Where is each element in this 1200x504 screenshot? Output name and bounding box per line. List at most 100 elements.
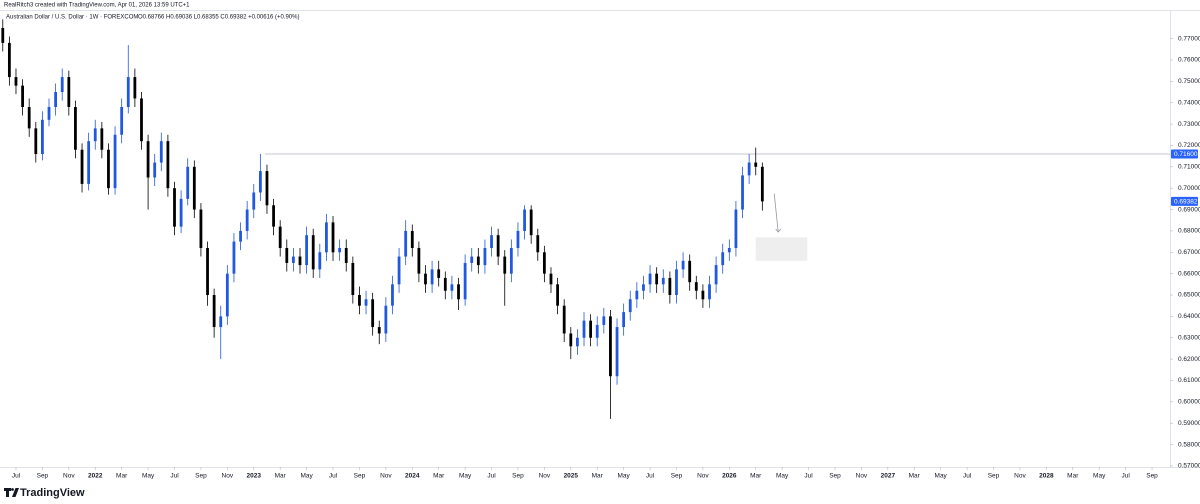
candle-body xyxy=(615,327,619,377)
brand: TradingView xyxy=(20,487,85,499)
candle-body xyxy=(463,262,467,300)
candle-body xyxy=(278,226,282,249)
candle-body xyxy=(609,316,612,377)
candle-body xyxy=(694,282,698,291)
candle-body xyxy=(186,166,190,199)
candle-body xyxy=(232,241,236,274)
candle-body xyxy=(27,106,31,129)
candle-body xyxy=(159,141,163,163)
y-tick-label: 0.60000 xyxy=(1178,399,1200,406)
y-tick-label: 0.66000 xyxy=(1178,270,1200,277)
x-tick-label: Nov xyxy=(539,473,551,480)
candle-body xyxy=(483,248,487,266)
candle-body xyxy=(120,106,124,135)
candle-body xyxy=(576,337,579,347)
y-tick-label: 0.73000 xyxy=(1178,121,1200,128)
candle-body xyxy=(727,248,731,253)
x-tick-label: 2024 xyxy=(405,473,420,480)
x-tick-label: Mar xyxy=(1067,473,1079,480)
candle-body xyxy=(126,77,130,107)
candle-body xyxy=(225,273,229,317)
x-tick-label: Mar xyxy=(116,473,128,480)
x-tick-label: May xyxy=(300,473,313,480)
candle-body xyxy=(93,128,97,142)
candle-body xyxy=(523,209,526,231)
y-tick-label: 0.77000 xyxy=(1178,35,1200,42)
x-tick-label: 2028 xyxy=(1039,473,1054,480)
candle-body xyxy=(331,222,335,253)
price-tag-box xyxy=(1171,196,1198,206)
x-tick-label: Sep xyxy=(195,473,207,480)
x-tick-label: May xyxy=(617,473,630,480)
candle-body xyxy=(424,273,427,285)
candle-body xyxy=(192,166,196,210)
x-tick-label: Sep xyxy=(988,473,1000,480)
x-tick-label: Jul xyxy=(12,473,21,480)
candle-body xyxy=(457,284,460,300)
candle-body xyxy=(529,209,533,236)
candle-body xyxy=(305,235,309,266)
candle-body xyxy=(741,175,744,210)
candle-body xyxy=(252,192,256,210)
y-tick-label: 0.75000 xyxy=(1178,78,1200,85)
candle-body xyxy=(107,149,110,189)
y-tick-label: 0.68000 xyxy=(1178,228,1200,235)
x-tick-label: Sep xyxy=(1146,473,1158,480)
candle-body xyxy=(239,230,242,242)
candle-body xyxy=(417,248,421,274)
candle-body xyxy=(470,256,474,263)
candle-body xyxy=(496,235,500,257)
candle-body xyxy=(74,106,77,150)
y-tick-label: 0.61000 xyxy=(1178,377,1200,384)
candle-body xyxy=(721,252,725,266)
candle-body xyxy=(14,77,18,86)
x-tick-label: May xyxy=(935,473,948,480)
candle-body xyxy=(708,284,711,300)
arrow-shaft xyxy=(773,193,779,233)
candle-body xyxy=(173,188,176,227)
x-tick-label: Mar xyxy=(750,473,762,480)
candle-body xyxy=(443,277,447,291)
x-tick-label: Nov xyxy=(63,473,75,480)
candle-body xyxy=(364,299,368,306)
candle-body xyxy=(344,248,348,263)
candle-body xyxy=(67,77,71,107)
x-tick-label: Nov xyxy=(697,473,709,480)
y-tick-label: 0.59000 xyxy=(1178,420,1200,427)
candle-body xyxy=(318,252,322,270)
x-tick-label: Mar xyxy=(592,473,604,480)
candle-body xyxy=(291,256,295,263)
candle-body xyxy=(536,235,540,253)
candle-body xyxy=(622,312,626,328)
candle-body xyxy=(410,230,414,249)
x-tick-label: Jul xyxy=(804,473,813,480)
x-tick-label: Nov xyxy=(380,473,392,480)
candle-body xyxy=(701,290,705,300)
candle-body xyxy=(166,141,170,189)
candle-body xyxy=(542,252,546,274)
candle-body xyxy=(140,98,143,142)
candle-body xyxy=(503,256,507,274)
candle-body xyxy=(516,230,520,249)
y-tick-label: 0.69000 xyxy=(1178,206,1200,213)
candle-body xyxy=(265,171,269,206)
x-tick-label: 2027 xyxy=(881,473,896,480)
candle-body xyxy=(397,256,401,285)
y-tick-label: 0.76000 xyxy=(1178,57,1200,64)
candle-body xyxy=(681,260,685,270)
candle-body xyxy=(199,209,203,249)
candle-body xyxy=(371,299,375,328)
candle-body xyxy=(589,320,593,338)
candle-body xyxy=(404,230,408,257)
candle-body xyxy=(54,92,58,107)
x-tick-label: 2023 xyxy=(247,473,262,480)
candle-body xyxy=(351,262,355,296)
logo-mark xyxy=(4,488,19,497)
candle-body xyxy=(509,248,513,274)
target-zone xyxy=(755,237,808,261)
candle-body xyxy=(661,277,665,285)
candle-body xyxy=(668,277,672,296)
candle-body xyxy=(80,149,84,184)
x-tick-label: Sep xyxy=(829,473,841,480)
